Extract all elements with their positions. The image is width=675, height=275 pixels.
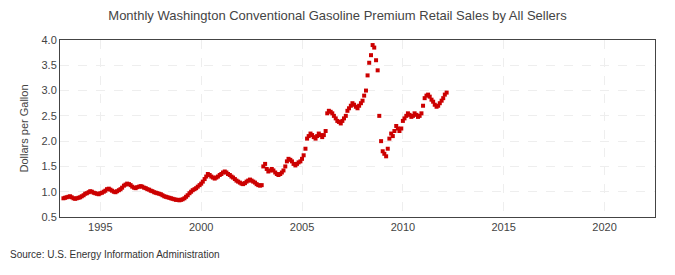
svg-text:3.5: 3.5 <box>42 59 57 71</box>
svg-text:2015: 2015 <box>491 221 515 233</box>
svg-text:2.5: 2.5 <box>42 110 57 122</box>
svg-text:4.0: 4.0 <box>42 34 57 46</box>
svg-text:Dollars per Gallon: Dollars per Gallon <box>18 84 30 172</box>
svg-text:1995: 1995 <box>88 221 112 233</box>
svg-text:3.0: 3.0 <box>42 84 57 96</box>
svg-text:Source: U.S. Energy Informatio: Source: U.S. Energy Information Administ… <box>10 249 220 260</box>
svg-text:1.5: 1.5 <box>42 160 57 172</box>
svg-text:1.0: 1.0 <box>42 186 57 198</box>
svg-text:0.5: 0.5 <box>42 211 57 223</box>
svg-text:2020: 2020 <box>592 221 616 233</box>
svg-text:2.0: 2.0 <box>42 135 57 147</box>
svg-text:2010: 2010 <box>391 221 415 233</box>
svg-text:2000: 2000 <box>189 221 213 233</box>
svg-text:Monthly Washington Conventiona: Monthly Washington Conventional Gasoline… <box>108 8 567 23</box>
svg-text:2005: 2005 <box>290 221 314 233</box>
